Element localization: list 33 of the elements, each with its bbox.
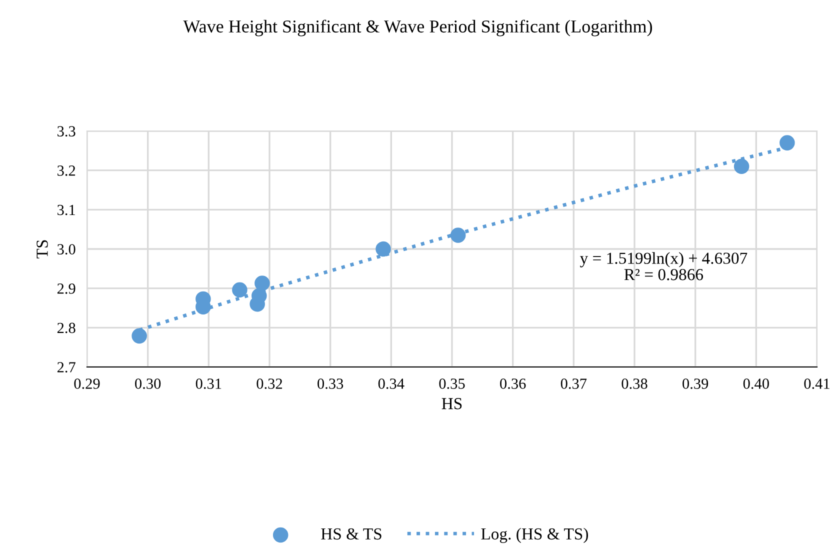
point (132, 328, 147, 344)
chart-title: Wave Height Significant & Wave Period Significant (Logarithm) (183, 20, 652, 36)
x-tick-label: 0.36 (500, 378, 526, 389)
annotation: y = 1.5199ln(x) + 4.6307 R² = 0.9866 (580, 252, 748, 280)
legend-label: Log. (HS & TS) (481, 528, 588, 543)
point (254, 276, 270, 291)
y-tick-label: 3.0 (58, 244, 76, 255)
y-tick-label: 3.1 (58, 204, 75, 216)
point (780, 135, 795, 150)
point (734, 158, 750, 174)
x-tick-label: 0.29 (74, 378, 100, 389)
x-tick-label: 0.37 (560, 378, 587, 389)
legend-label: HS & TS (321, 528, 382, 540)
x-tick-label: 0.35 (439, 378, 465, 389)
x-tick-label: 0.41 (804, 378, 830, 389)
y-tick-label: 2.9 (57, 284, 76, 294)
x-tick-label: 0.31 (196, 378, 222, 389)
x-tick-label: 0.34 (378, 378, 404, 389)
x-tick-label: 0.39 (682, 378, 708, 389)
x-tick-label: 0.33 (318, 378, 344, 389)
x-tick-label: 0.40 (743, 378, 769, 389)
point (376, 241, 391, 257)
y-tick-label: 2.7 (57, 362, 76, 373)
y-tick-label: 2.8 (57, 322, 76, 334)
x-tick-label: 0.32 (256, 378, 282, 389)
x-tick-label: 0.30 (135, 378, 161, 389)
point (450, 228, 466, 243)
y-tick-label: 3.2 (58, 166, 76, 176)
y-tick-label: 3.3 (58, 126, 76, 137)
x-axis-title: HS (442, 398, 462, 410)
y-axis-title: TS (36, 240, 48, 258)
x-tick-label: 0.38 (622, 378, 648, 389)
point (232, 282, 248, 298)
